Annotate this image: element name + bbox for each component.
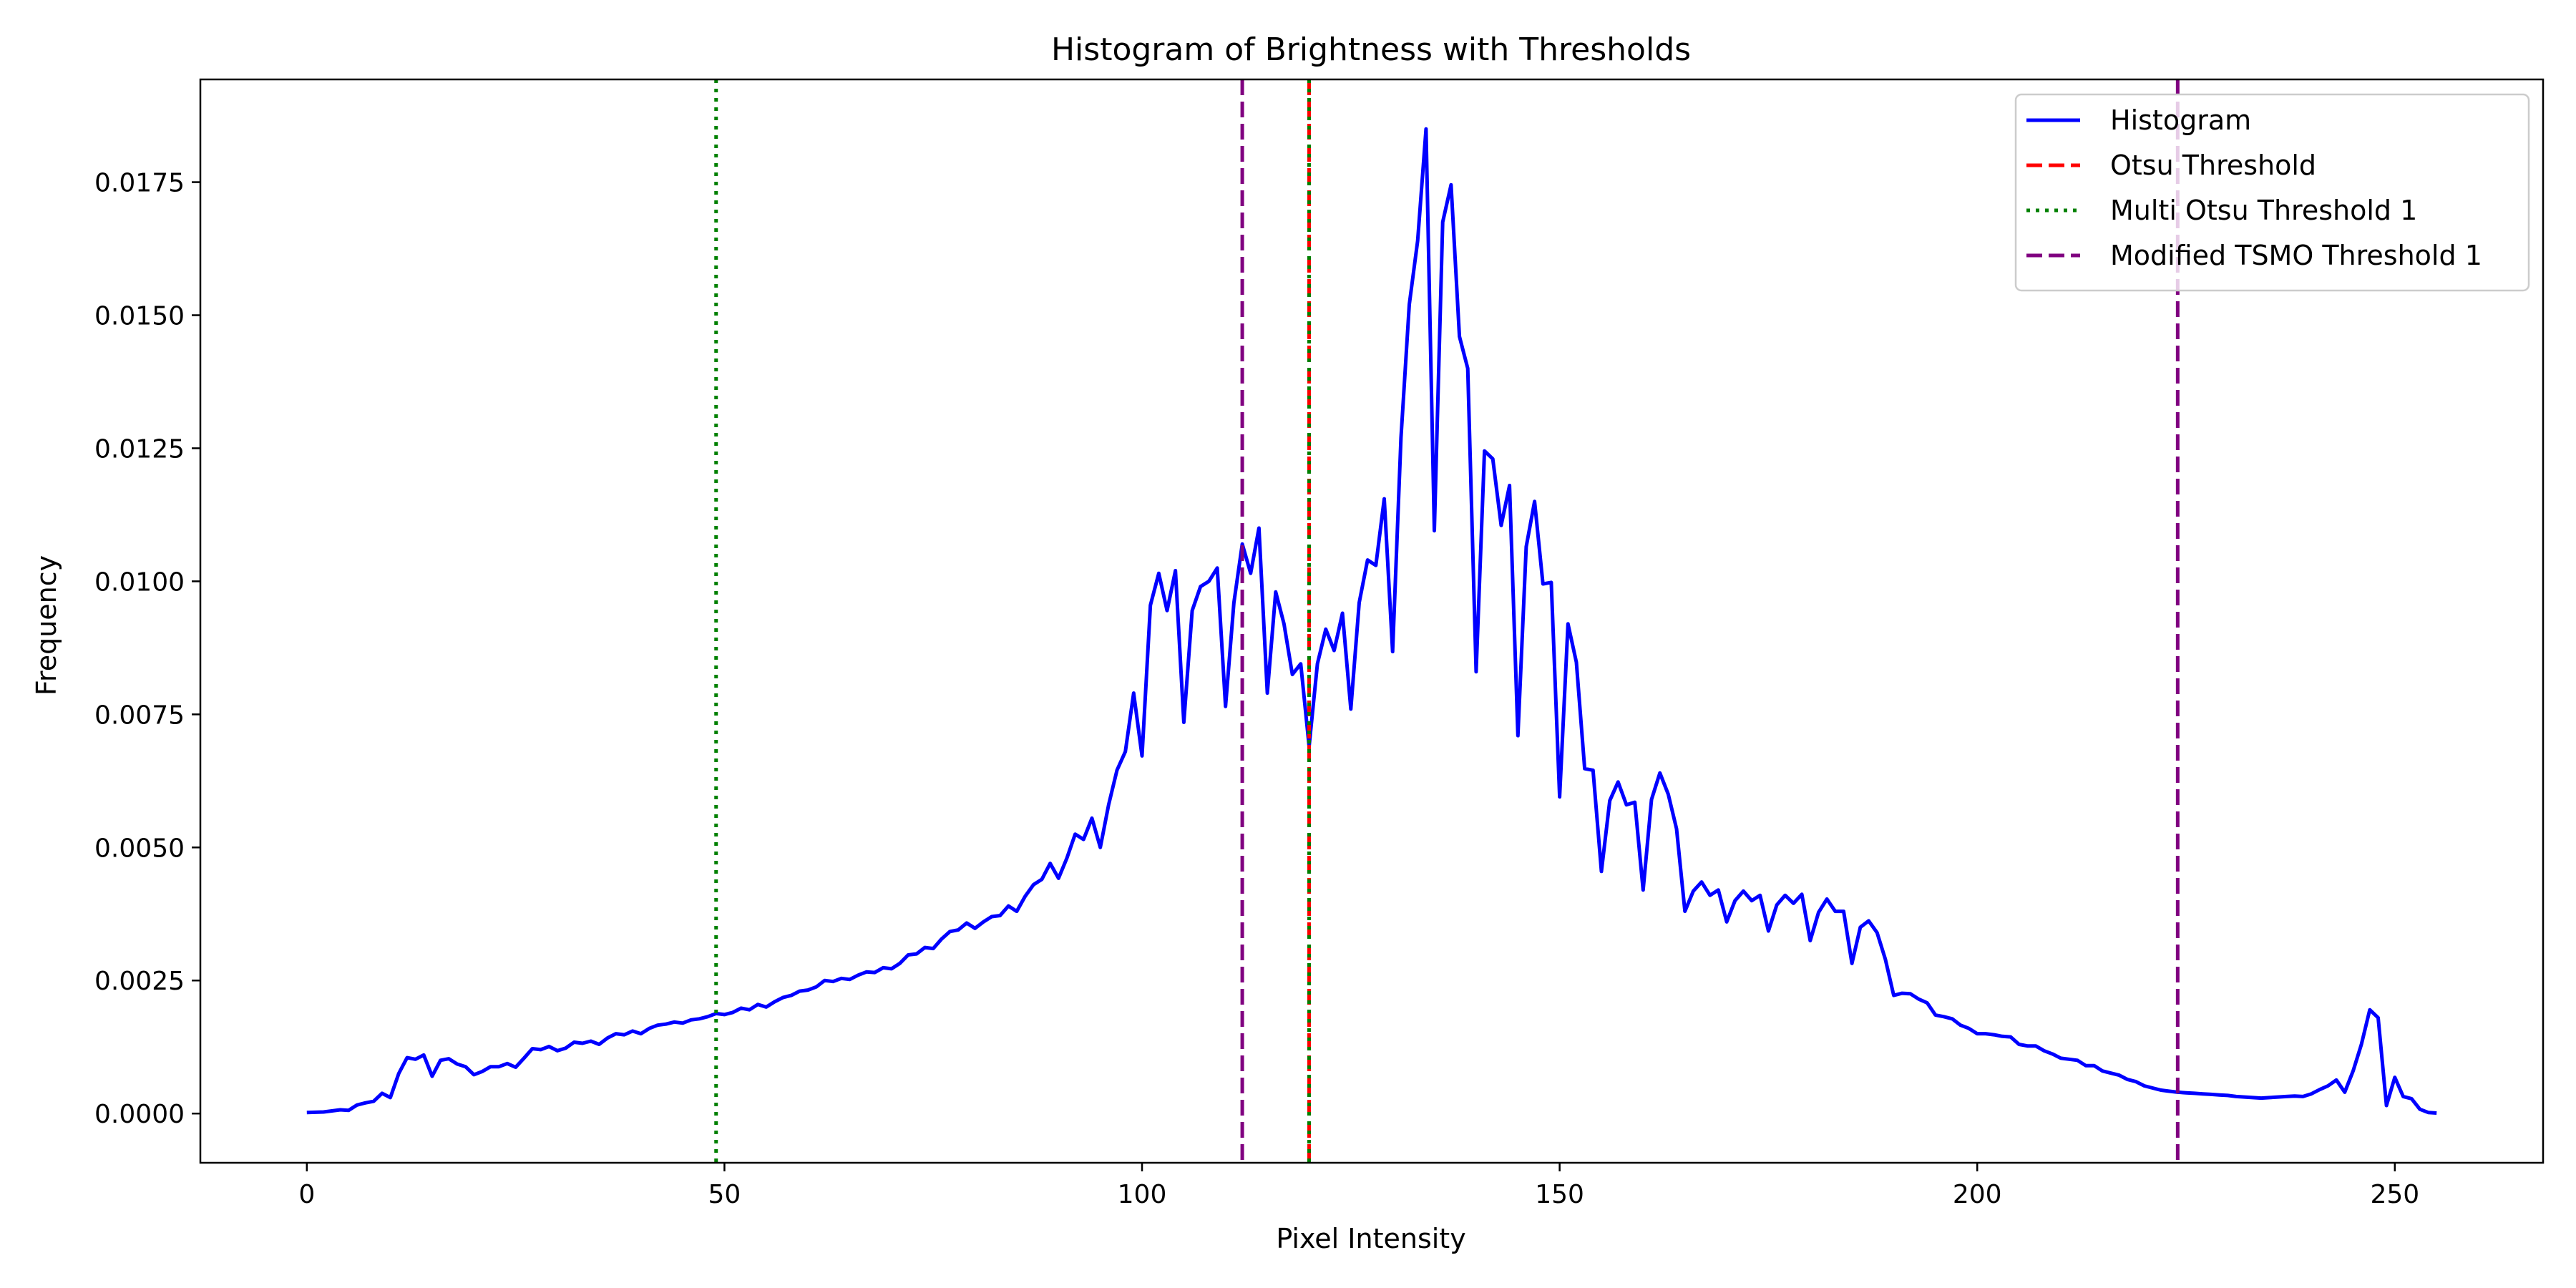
chart-title: Histogram of Brightness with Thresholds — [1051, 31, 1691, 68]
legend: Histogram Otsu Threshold Multi Otsu Thresh… — [2014, 93, 2530, 292]
y-tick-label: 0.0150 — [94, 302, 185, 331]
y-tick-label: 0.0075 — [94, 701, 185, 730]
x-tick-label: 100 — [1118, 1180, 1167, 1209]
axes-frame — [199, 78, 2545, 1164]
plot-layer — [306, 79, 2437, 1163]
y-tick-label: 0.0175 — [94, 169, 185, 198]
legend-label-multi-otsu-threshold-1: Multi Otsu Threshold 1 — [2110, 195, 2417, 226]
y-tick-label: 0.0050 — [94, 834, 185, 863]
x-tick-label: 250 — [2370, 1180, 2419, 1209]
axes-layer: 0 50 100 150 200 250 0.0000 0.0025 0.0050 0.0075 0… — [94, 78, 2545, 1209]
legend-label-modified-tsmo-threshold-1: Modified TSMO Threshold 1 — [2110, 240, 2482, 271]
legend-label-histogram: Histogram — [2110, 104, 2251, 136]
y-tick-label: 0.0125 — [94, 434, 185, 464]
x-tick-label: 200 — [1953, 1180, 2002, 1209]
y-tick-label: 0.0100 — [94, 567, 185, 597]
legend-box — [2014, 93, 2530, 292]
y-tick-label: 0.0025 — [94, 967, 185, 996]
y-axis-label: Frequency — [31, 555, 62, 696]
x-tick-label: 0 — [298, 1180, 315, 1209]
y-tick-label: 0.0000 — [94, 1100, 185, 1129]
series-line-histogram — [306, 127, 2437, 1115]
x-axis-label: Pixel Intensity — [1276, 1223, 1465, 1254]
legend-label-otsu-threshold: Otsu Threshold — [2110, 150, 2316, 181]
x-tick-label: 150 — [1535, 1180, 1584, 1209]
x-tick-label: 50 — [708, 1180, 741, 1209]
